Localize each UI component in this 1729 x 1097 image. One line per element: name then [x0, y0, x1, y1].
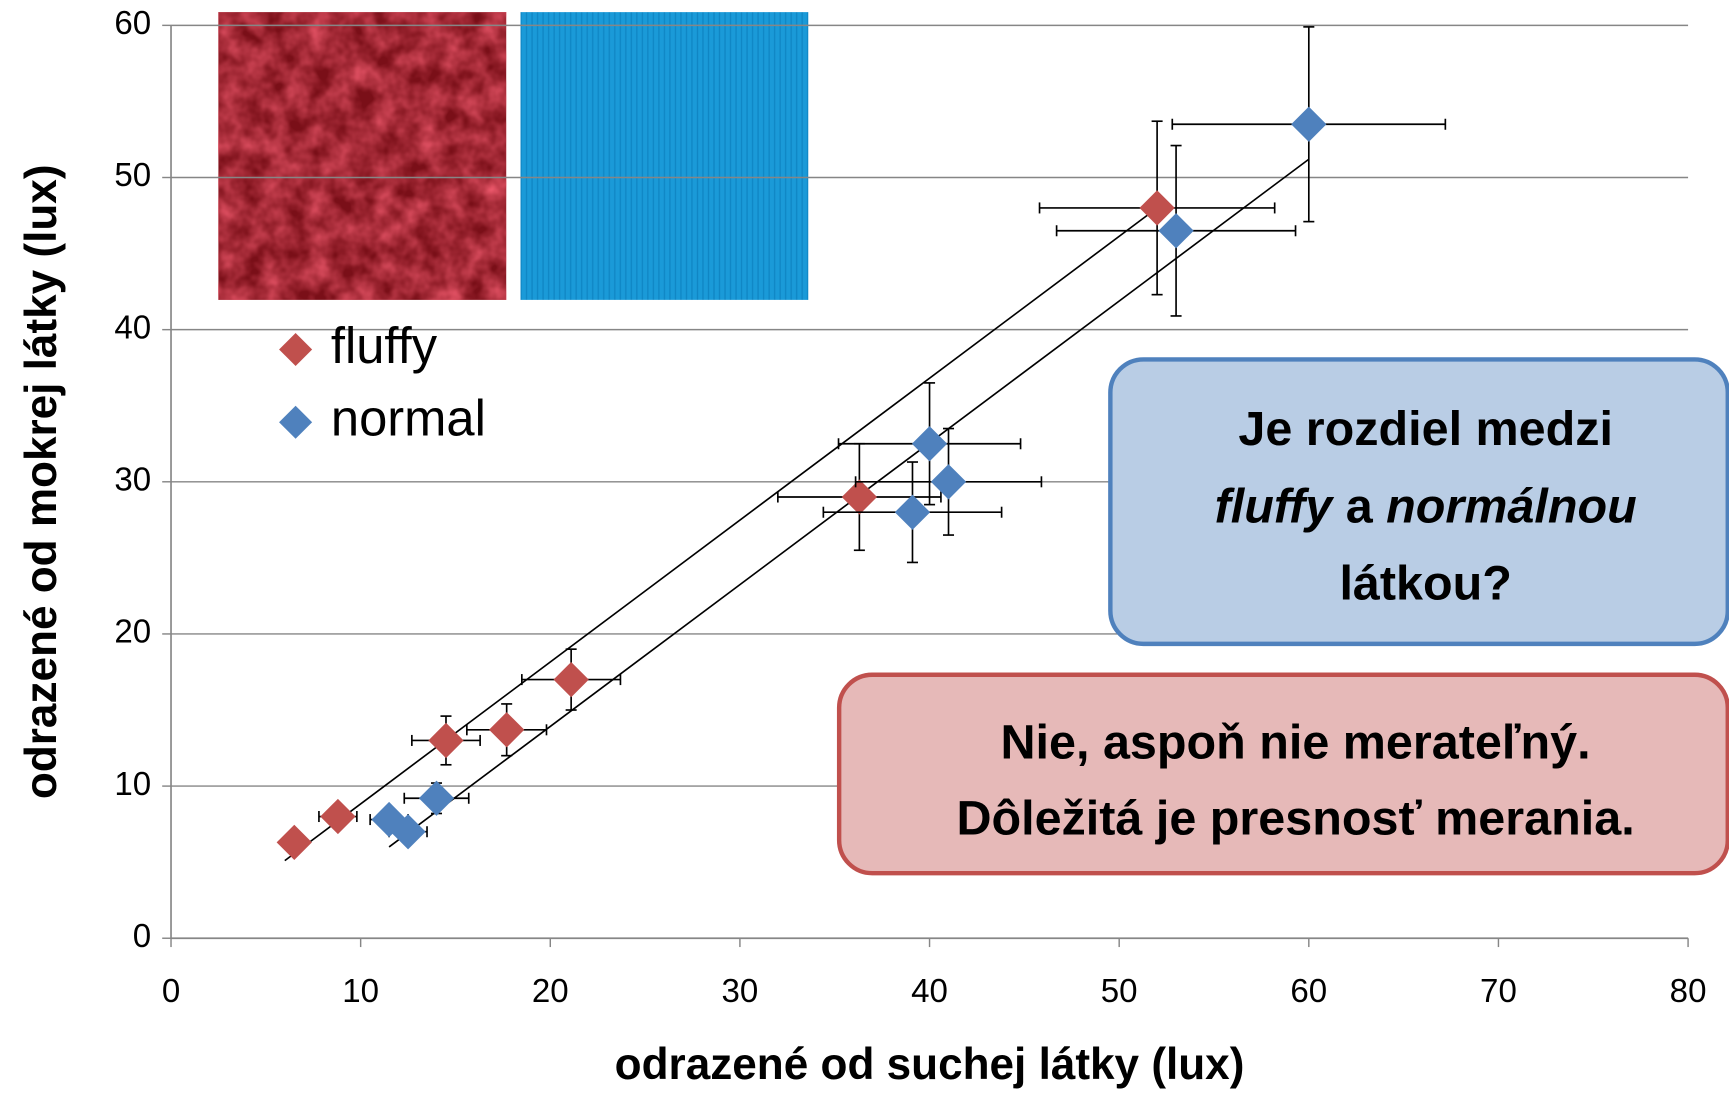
point [911, 426, 948, 462]
callout-run: normálnou [1386, 479, 1637, 533]
x-tick-label: 40 [911, 973, 948, 1010]
y-tick-label: 30 [114, 462, 151, 499]
x-axis-title: odrazené od suchej látky (lux) [615, 1040, 1245, 1089]
x-tick-label: 70 [1480, 973, 1517, 1010]
callout-run: Je rozdiel medzi [1238, 402, 1613, 456]
trend-line [284, 207, 1158, 862]
callout-run: látkou? [1339, 556, 1511, 610]
callout-text: fluffy a normálnou [1215, 479, 1637, 533]
y-tick-label: 60 [114, 5, 151, 42]
x-tick-label: 0 [162, 973, 180, 1010]
point [390, 814, 426, 850]
callout-text: látkou? [1339, 556, 1511, 610]
y-tick-label: 50 [114, 157, 151, 194]
legend-marker [279, 332, 313, 367]
legend-marker [279, 405, 313, 439]
point [841, 479, 878, 515]
callout-run: a [1332, 479, 1386, 533]
callout-text: Je rozdiel medzi [1238, 402, 1613, 456]
x-tick-label: 10 [342, 973, 379, 1010]
x-tick-label: 30 [722, 973, 759, 1010]
point [276, 824, 312, 861]
point [894, 494, 931, 530]
x-tick-label: 20 [532, 973, 569, 1010]
y-tick-label: 40 [114, 309, 151, 346]
callout-box [836, 672, 1729, 876]
x-tick-label: 80 [1670, 973, 1707, 1010]
point [1291, 106, 1327, 142]
legend-label: normal [331, 390, 486, 447]
x-tick-label: 60 [1290, 973, 1327, 1010]
callout-text: Dôležitá je presnosť merania. [956, 791, 1634, 845]
callout-text: Nie, aspoň nie merateľný. [1001, 715, 1591, 769]
y-tick-label: 20 [114, 614, 151, 651]
callout-run: Nie, aspoň nie merateľný. [1001, 715, 1591, 769]
callout-run: Dôležitá je presnosť merania. [956, 791, 1634, 845]
point [428, 722, 464, 759]
y-axis-title: odrazené od mokrej látky (lux) [17, 164, 66, 799]
x-tick-label: 50 [1101, 973, 1138, 1010]
normal-fabric-photo [520, 12, 809, 300]
point [930, 464, 967, 500]
point [489, 712, 525, 748]
legend-label: fluffy [331, 317, 438, 374]
callout-run: fluffy [1215, 479, 1335, 533]
fluffy-fabric-texture [218, 12, 507, 300]
point [553, 661, 589, 698]
fabric-photos [218, 12, 809, 300]
point [1139, 190, 1175, 226]
point [418, 780, 455, 816]
point [1158, 213, 1194, 249]
y-tick-label: 10 [114, 766, 151, 803]
callout-box [1108, 357, 1729, 647]
y-tick-label: 0 [133, 918, 151, 955]
point [320, 798, 356, 835]
